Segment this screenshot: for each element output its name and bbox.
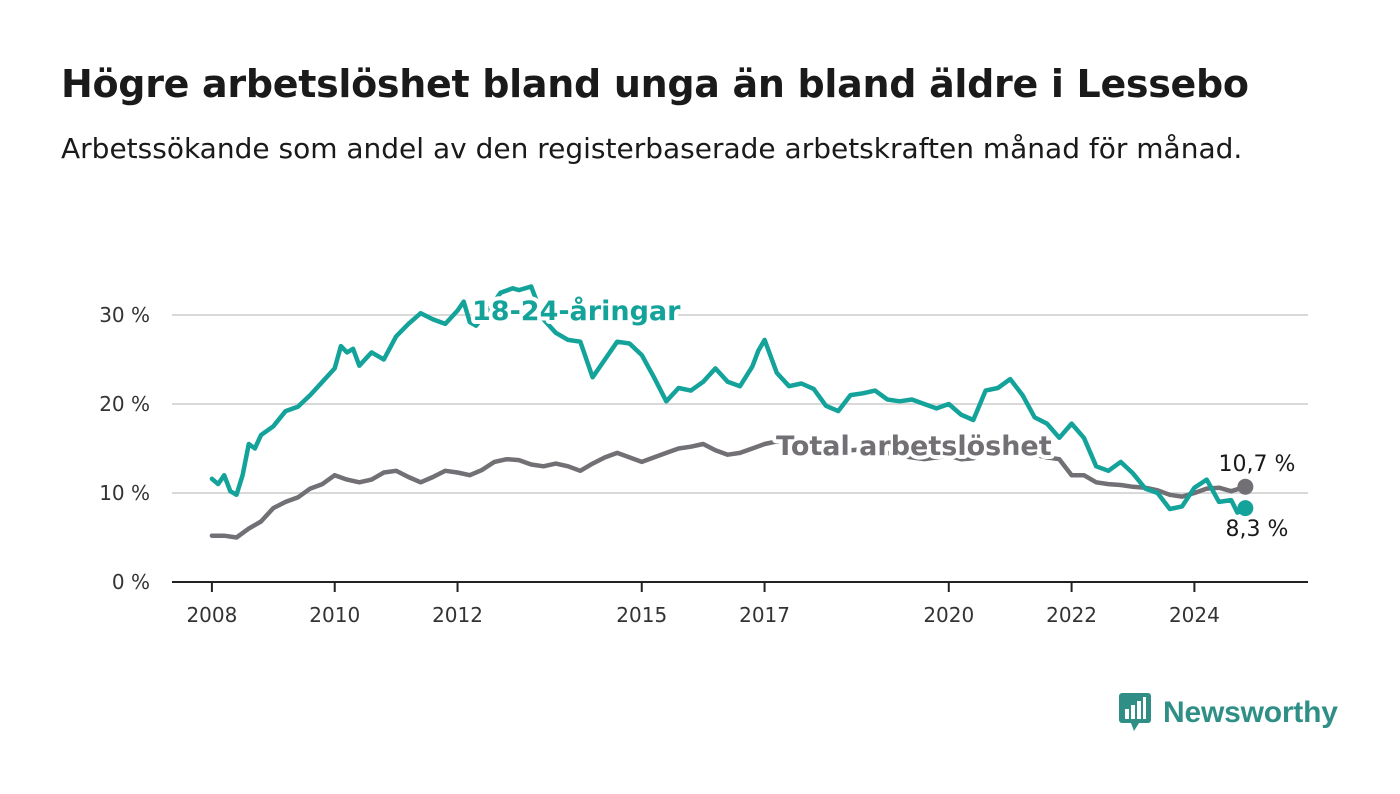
chart-subtitle: Arbetssökande som andel av den registerb…	[61, 132, 1243, 165]
series-label-total: Total arbetslöshet	[776, 431, 1052, 462]
series-lines	[209, 284, 1254, 540]
x-tick-label-4: 2017	[739, 603, 790, 627]
series-label-total-halo: Total arbetslöshet	[776, 431, 1052, 462]
series-label-youth-halo: 18-24-åringar	[472, 295, 681, 327]
series-line-total	[209, 439, 1248, 540]
series-end-point-youth	[1237, 500, 1254, 517]
chart-title: Högre arbetslöshet bland unga än bland ä…	[61, 62, 1249, 106]
x-tick-label-5: 2020	[923, 603, 974, 627]
x-axis-ticks: 2008 2010 2012 2015 2017 2020 2022 2024	[186, 582, 1220, 627]
x-tick-label-0: 2008	[186, 603, 237, 627]
x-tick-label-6: 2022	[1046, 603, 1097, 627]
end-value-total-halo: 10,7 %	[1219, 452, 1296, 477]
end-value-youth-halo: 8,3 %	[1226, 517, 1289, 542]
series-label-youth: 18-24-åringar	[472, 295, 681, 327]
y-tick-label-3: 30 %	[99, 303, 150, 327]
x-tick-label-3: 2015	[616, 603, 667, 627]
y-tick-label-1: 10 %	[99, 481, 150, 505]
newsworthy-logo-icon	[1119, 693, 1151, 731]
series-line-youth	[209, 284, 1248, 515]
end-value-total: 10,7 %	[1219, 452, 1296, 477]
y-tick-label-2: 20 %	[99, 392, 150, 416]
end-value-youth: 8,3 %	[1226, 517, 1289, 542]
x-tick-label-7: 2024	[1169, 603, 1220, 627]
y-tick-label-0: 0 %	[112, 570, 150, 594]
gridlines	[172, 314, 1308, 494]
y-axis-ticks: 0 % 10 % 20 % 30 %	[99, 303, 150, 594]
x-tick-label-2: 2012	[432, 603, 483, 627]
series-end-point-total	[1237, 478, 1254, 495]
x-tick-label-1: 2010	[309, 603, 360, 627]
newsworthy-logo: Newsworthy	[1117, 690, 1338, 736]
newsworthy-logo-text: Newsworthy	[1163, 696, 1338, 729]
